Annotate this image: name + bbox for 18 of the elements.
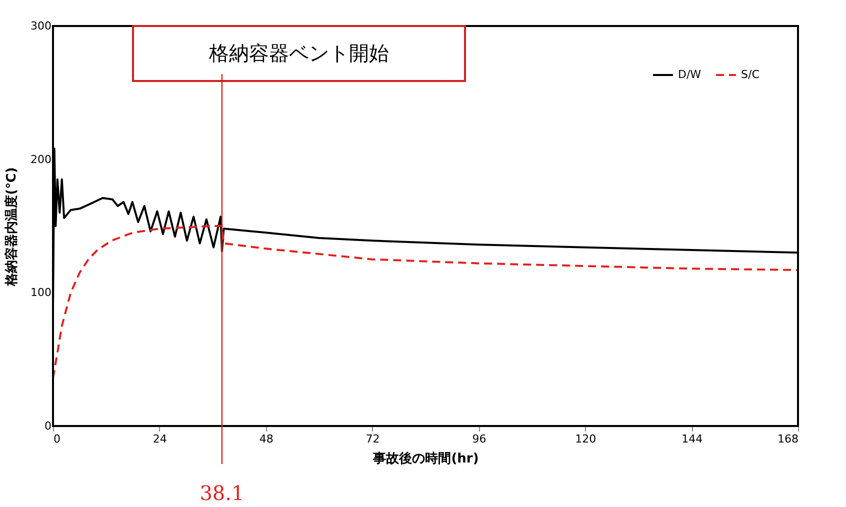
x-tick-label: 144 (682, 432, 703, 446)
x-tick-label: 72 (366, 432, 380, 446)
y-axis-title: 格納容器内温度(℃) (4, 167, 20, 287)
y-tick-label: 300 (30, 20, 52, 32)
x-tick-label: 24 (152, 432, 167, 446)
annotation: 格納容器ベント開始 (208, 41, 389, 65)
legend-label: D/W (678, 68, 702, 81)
legend-label: S/C (741, 68, 760, 81)
y-tick-label: 100 (30, 286, 52, 300)
x-tick-label: 0 (54, 432, 60, 446)
ref-line-label: 38.1 (200, 481, 244, 505)
y-tick-label: 0 (44, 420, 52, 432)
x-axis-title: 事故後の時間(hr) (372, 450, 479, 466)
x-tick-label: 168 (778, 432, 798, 446)
x-tick-label: 120 (575, 432, 596, 446)
y-tick-label: 200 (30, 152, 52, 166)
x-tick-label: 48 (259, 432, 274, 446)
x-tick-label: 96 (472, 432, 486, 446)
